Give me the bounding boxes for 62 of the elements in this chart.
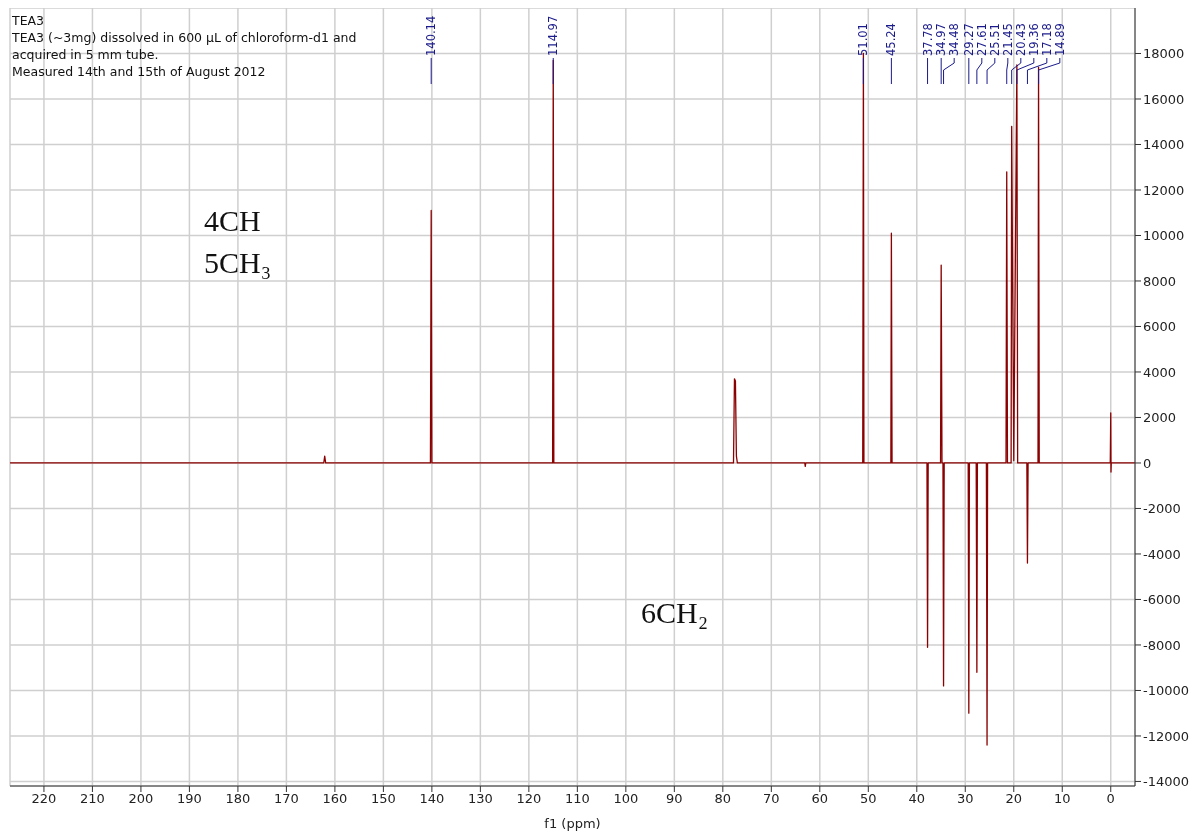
y-tick-label: 18000 xyxy=(1143,46,1185,62)
x-tick-label: 60 xyxy=(811,791,829,807)
x-tick-label: 150 xyxy=(370,791,396,807)
x-tick-label: 160 xyxy=(322,791,348,807)
annotation: 25.51 xyxy=(987,23,1002,56)
x-tick-label: 120 xyxy=(516,791,542,807)
annotation: 21.45 xyxy=(1000,23,1015,56)
annotation: 27.61 xyxy=(974,23,989,56)
y-tick-label: -12000 xyxy=(1143,728,1190,744)
annotation: 29.27 xyxy=(961,23,976,56)
annotation: 51.01 xyxy=(856,23,871,56)
y-tick-label: 0 xyxy=(1143,455,1152,471)
x-tick-label: 170 xyxy=(273,791,299,807)
x-tick-label: 140 xyxy=(419,791,445,807)
y-tick-label: 14000 xyxy=(1143,137,1185,153)
x-tick-label: 20 xyxy=(1005,791,1023,807)
annotation: 5CH₃ xyxy=(204,246,272,279)
x-tick-label: 220 xyxy=(31,791,57,807)
annotation: 114.97 xyxy=(546,15,561,56)
y-tick-label: -10000 xyxy=(1143,683,1190,699)
y-tick-label: -14000 xyxy=(1143,774,1190,790)
x-tick-label: 200 xyxy=(128,791,154,807)
y-tick-label: -2000 xyxy=(1143,501,1181,517)
chart-title: TEA3 xyxy=(12,12,46,29)
annotation: Measured 14th and 15th of August 2012 xyxy=(12,63,267,80)
x-tick-label: 10 xyxy=(1053,791,1071,807)
x-tick-label: 210 xyxy=(80,791,105,807)
annotation: 4CH xyxy=(204,204,261,237)
x-tick-label: 80 xyxy=(714,791,732,807)
annotation: 17.18 xyxy=(1039,23,1054,56)
annotation: 19.36 xyxy=(1026,23,1041,56)
y-tick-label: -4000 xyxy=(1143,546,1181,562)
x-tick-label: 190 xyxy=(177,791,202,807)
x-tick-label: 50 xyxy=(860,791,877,807)
text: TEA3 (~3mg) dissolved in 600 µL of chloroform-d1 and acquired in 5 mm tube. xyxy=(12,29,358,63)
annotation: 20.43 xyxy=(1013,23,1028,56)
y-tick-label: -8000 xyxy=(1143,637,1181,653)
x-tick-label: 40 xyxy=(908,791,926,807)
x-tick-label: 70 xyxy=(763,791,780,807)
x-tick-label: 100 xyxy=(613,791,639,807)
y-tick-label: 10000 xyxy=(1143,228,1185,244)
x-tick-label: 110 xyxy=(564,791,590,807)
x-tick-label: 0 xyxy=(1106,791,1115,807)
annotation: 37.78 xyxy=(920,23,935,56)
annotation: 140.14 xyxy=(424,15,439,56)
annotation: 14.89 xyxy=(1052,23,1067,56)
x-tick-label: 30 xyxy=(957,791,974,807)
x-axis-title: f1 (ppm) xyxy=(544,816,601,831)
y-tick-label: 12000 xyxy=(1143,182,1185,198)
x-tick-label: 130 xyxy=(467,791,493,807)
x-tick-label: 180 xyxy=(225,791,251,807)
y-tick-label: 8000 xyxy=(1143,273,1177,289)
y-tick-label: 2000 xyxy=(1143,410,1177,426)
annotation: 45.24 xyxy=(884,23,899,56)
y-tick-label: 16000 xyxy=(1143,91,1185,107)
y-tick-label: 6000 xyxy=(1143,319,1177,335)
annotation: 34.97 xyxy=(934,23,949,56)
y-tick-label: -6000 xyxy=(1143,592,1181,608)
x-tick-label: 90 xyxy=(666,791,683,807)
annotation: 34.48 xyxy=(947,23,962,56)
annotation: 6CH₂ xyxy=(641,596,709,629)
y-tick-label: 4000 xyxy=(1143,364,1177,380)
